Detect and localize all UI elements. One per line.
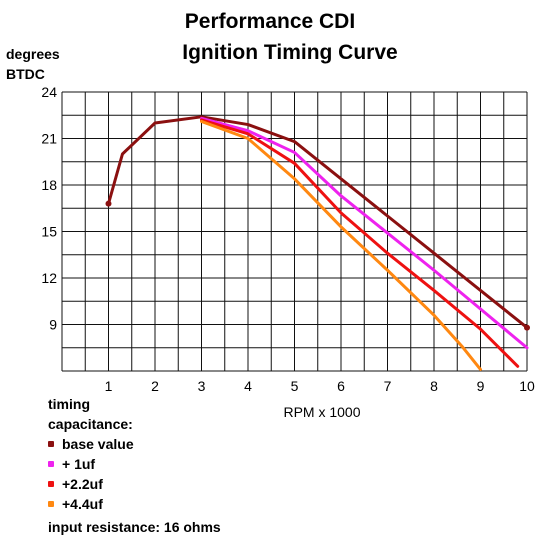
- x-tick-label: 4: [244, 378, 252, 394]
- legend-marker-2-2uf: [48, 481, 54, 487]
- series-line-0: [107, 115, 529, 330]
- x-tick-label: 7: [384, 378, 392, 394]
- legend-label-1uf: + 1uf: [62, 456, 96, 472]
- legend-label-4-4uf: +4.4uf: [62, 496, 103, 512]
- y-tick-label: 24: [41, 84, 57, 100]
- legend-label-base: base value: [62, 436, 134, 452]
- series-lines: [105, 115, 530, 371]
- series-line-1: [200, 116, 529, 350]
- y-tick-label: 18: [41, 177, 57, 193]
- chart-grid: [61, 91, 528, 372]
- x-tick-label: 3: [198, 378, 206, 394]
- x-tick-label: 9: [477, 378, 485, 394]
- x-tick-label: 1: [105, 378, 113, 394]
- input-resistance-note: input resistance: 16 ohms: [48, 519, 221, 535]
- chart-title-line1: Performance CDI: [184, 10, 356, 33]
- legend-marker-4-4uf: [48, 501, 54, 507]
- x-tick-label: 2: [151, 378, 159, 394]
- base-curve-endpoint: [105, 200, 112, 207]
- y-axis-label-line2: BTDC: [6, 66, 45, 82]
- series-line-2: [200, 118, 520, 368]
- series-line-3: [200, 119, 482, 371]
- legend-heading-line2: capacitance:: [48, 416, 133, 432]
- legend-item-1uf: + 1uf: [48, 454, 221, 474]
- base-curve-endpoint: [524, 324, 530, 331]
- x-tick-label: 8: [430, 378, 438, 394]
- legend-label-2-2uf: +2.2uf: [62, 476, 103, 492]
- legend-item-2-2uf: +2.2uf: [48, 474, 221, 494]
- legend-marker-1uf: [48, 461, 54, 467]
- x-tick-label: 6: [337, 378, 345, 394]
- legend-item-4-4uf: +4.4uf: [48, 494, 221, 514]
- y-tick-label: 21: [41, 131, 57, 147]
- legend-marker-base: [48, 441, 54, 447]
- x-tick-label: 5: [291, 378, 299, 394]
- x-tick-label: 10: [519, 378, 535, 394]
- y-tick-label: 12: [41, 270, 57, 286]
- legend-item-base: base value: [48, 434, 221, 454]
- chart-title-line2: Ignition Timing Curve: [182, 41, 398, 64]
- y-tick-label: 15: [41, 224, 57, 240]
- y-tick-label: 9: [49, 317, 57, 333]
- x-axis-label: RPM x 1000: [283, 404, 361, 420]
- legend: timing capacitance: base value + 1uf +2.…: [48, 394, 221, 538]
- legend-heading-line1: timing: [48, 396, 90, 412]
- y-axis-label-line1: degrees: [6, 46, 60, 62]
